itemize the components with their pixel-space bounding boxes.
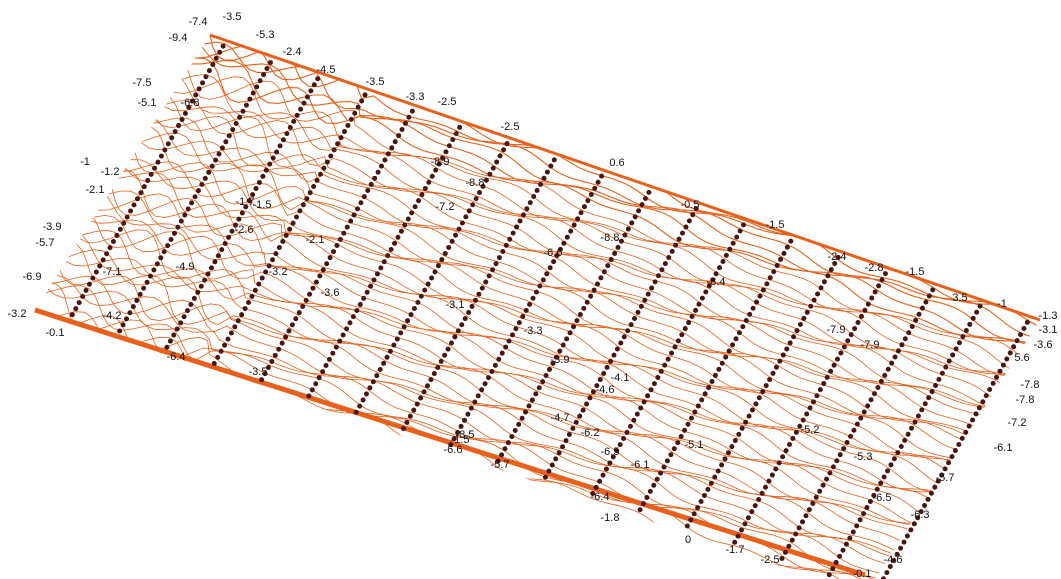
elevation-label: -7.1 — [103, 266, 122, 278]
elevation-label: -5.7 — [936, 472, 955, 484]
contour-line — [10, 312, 871, 579]
elevation-label: -2.5 — [501, 121, 520, 133]
elevation-label: -1.7 — [726, 544, 745, 556]
elevation-label: 0.6 — [609, 157, 624, 169]
elevation-label: -3.5 — [249, 366, 268, 378]
elevation-label: -6.1 — [994, 442, 1013, 454]
elevation-label: -3.9 — [551, 354, 570, 366]
elevation-label: -1 — [997, 298, 1007, 310]
elevation-label: -7.9 — [861, 339, 880, 351]
elevation-label: -2.4 — [828, 251, 847, 263]
contour-line — [45, 250, 907, 545]
elevation-label: -2.1 — [306, 234, 325, 246]
contour-line — [30, 287, 879, 579]
elevation-label: -3.9 — [43, 221, 62, 233]
elevation-label: -8.5 — [456, 429, 475, 441]
elevation-label: -5.3 — [256, 29, 275, 41]
elevation-label: -2.5 — [438, 96, 457, 108]
elevation-label: -6.2 — [581, 427, 600, 439]
elevation-label: -6.5 — [873, 492, 892, 504]
elevation-label: -3.2 — [8, 308, 27, 320]
survey-line — [545, 209, 696, 479]
elevation-label: -7.4 — [189, 16, 208, 28]
elevation-label: -0.1 — [46, 327, 65, 339]
elevation-label: -2.5 — [761, 554, 780, 566]
elevation-label: -5.1 — [685, 439, 704, 451]
contour-line — [129, 127, 976, 436]
survey-line — [734, 274, 885, 544]
elevation-label: -7.9 — [827, 324, 846, 336]
elevation-label: -3.3 — [524, 325, 543, 337]
elevation-label: -8.8 — [601, 232, 620, 244]
elevation-label: -7.2 — [1008, 417, 1027, 429]
elevation-label: -1.5 — [766, 219, 785, 231]
elevation-label: -1.5 — [906, 266, 925, 278]
elevation-label: -6.9 — [23, 271, 42, 283]
elevation-label: -7.8 — [1021, 379, 1040, 391]
elevation-label: -6.6 — [444, 444, 463, 456]
elevation-label: -1.3 — [1039, 310, 1058, 322]
elevation-label: -3.5 — [366, 76, 385, 88]
elevation-label: -8.8 — [466, 177, 485, 189]
elevation-label: -6.1 — [631, 459, 650, 471]
contour-layer — [10, 14, 1050, 579]
elevation-label: -0.5 — [681, 199, 700, 211]
elevation-label: -6.4 — [591, 491, 610, 503]
elevation-label: -6.6 — [544, 247, 563, 259]
elevation-label: -5.2 — [801, 424, 820, 436]
elevation-label: -4.5 — [317, 64, 336, 76]
elevation-label: -4.2 — [103, 310, 122, 322]
elevation-label: -1.5 — [253, 199, 272, 211]
elevation-label: -4.6 — [596, 384, 615, 396]
elevation-label: -7.5 — [133, 77, 152, 89]
elevation-labels: -7.4 -3.5 -9.4 -5.3 -2.4 -4.5 -3.5 -3.3 -2.5 -2.5… — [8, 11, 1058, 579]
elevation-label: -3.2 — [269, 266, 288, 278]
elevation-label: -6.3 — [911, 509, 930, 521]
elevation-label: -5.1 — [138, 97, 157, 109]
elevation-label: -1.8 — [601, 512, 620, 524]
elevation-label: -6.8 — [181, 97, 200, 109]
elevation-label: -3.6 — [321, 287, 340, 299]
elevation-label: -5.7 — [491, 459, 510, 471]
elevation-label: -5.3 — [854, 451, 873, 463]
survey-line — [687, 257, 838, 527]
contour-line — [120, 133, 981, 429]
elevation-label: -4.6 — [884, 554, 903, 566]
elevation-label: -0.1 — [853, 568, 872, 579]
elevation-label: -6.4 — [167, 351, 186, 363]
elevation-label: -2.6 — [235, 224, 254, 236]
elevation-label: -3.6 — [1034, 339, 1053, 351]
elevation-label: -3.1 — [1039, 324, 1058, 336]
elevation-label: -7.2 — [436, 201, 455, 213]
elevation-label: 0 — [685, 534, 691, 546]
elevation-label: -9.4 — [169, 32, 188, 44]
contour-line — [129, 131, 975, 438]
contour-line — [65, 231, 920, 525]
elevation-label: -3.5 — [223, 11, 242, 23]
elevation-label: -4.1 — [611, 372, 630, 384]
elevation-label: -7.8 — [1016, 394, 1035, 406]
elevation-label: -4.9 — [176, 261, 195, 273]
elevation-label: -4.7 — [551, 412, 570, 424]
elevation-label: -8.9 — [431, 156, 450, 168]
contour-map: -7.4 -3.5 -9.4 -5.3 -2.4 -4.5 -3.5 -3.3 -2.5 -2.5… — [0, 0, 1061, 579]
elevation-label: -2.8 — [865, 262, 884, 274]
elevation-label: -1.2 — [101, 166, 120, 178]
elevation-label: -2.4 — [283, 46, 302, 58]
elevation-label: -8.4 — [707, 276, 726, 288]
elevation-label: -3.1 — [446, 299, 465, 311]
elevation-label: -5.7 — [36, 237, 55, 249]
elevation-label: -1 — [80, 156, 90, 168]
elevation-label: -6.5 — [601, 446, 620, 458]
elevation-label: 3.5 — [952, 292, 967, 304]
elevation-label: -3.3 — [406, 91, 425, 103]
elevation-label: 5.6 — [1014, 352, 1029, 364]
elevation-label: -2.1 — [86, 184, 105, 196]
contour-line — [56, 246, 916, 532]
contour-line — [157, 75, 1014, 377]
